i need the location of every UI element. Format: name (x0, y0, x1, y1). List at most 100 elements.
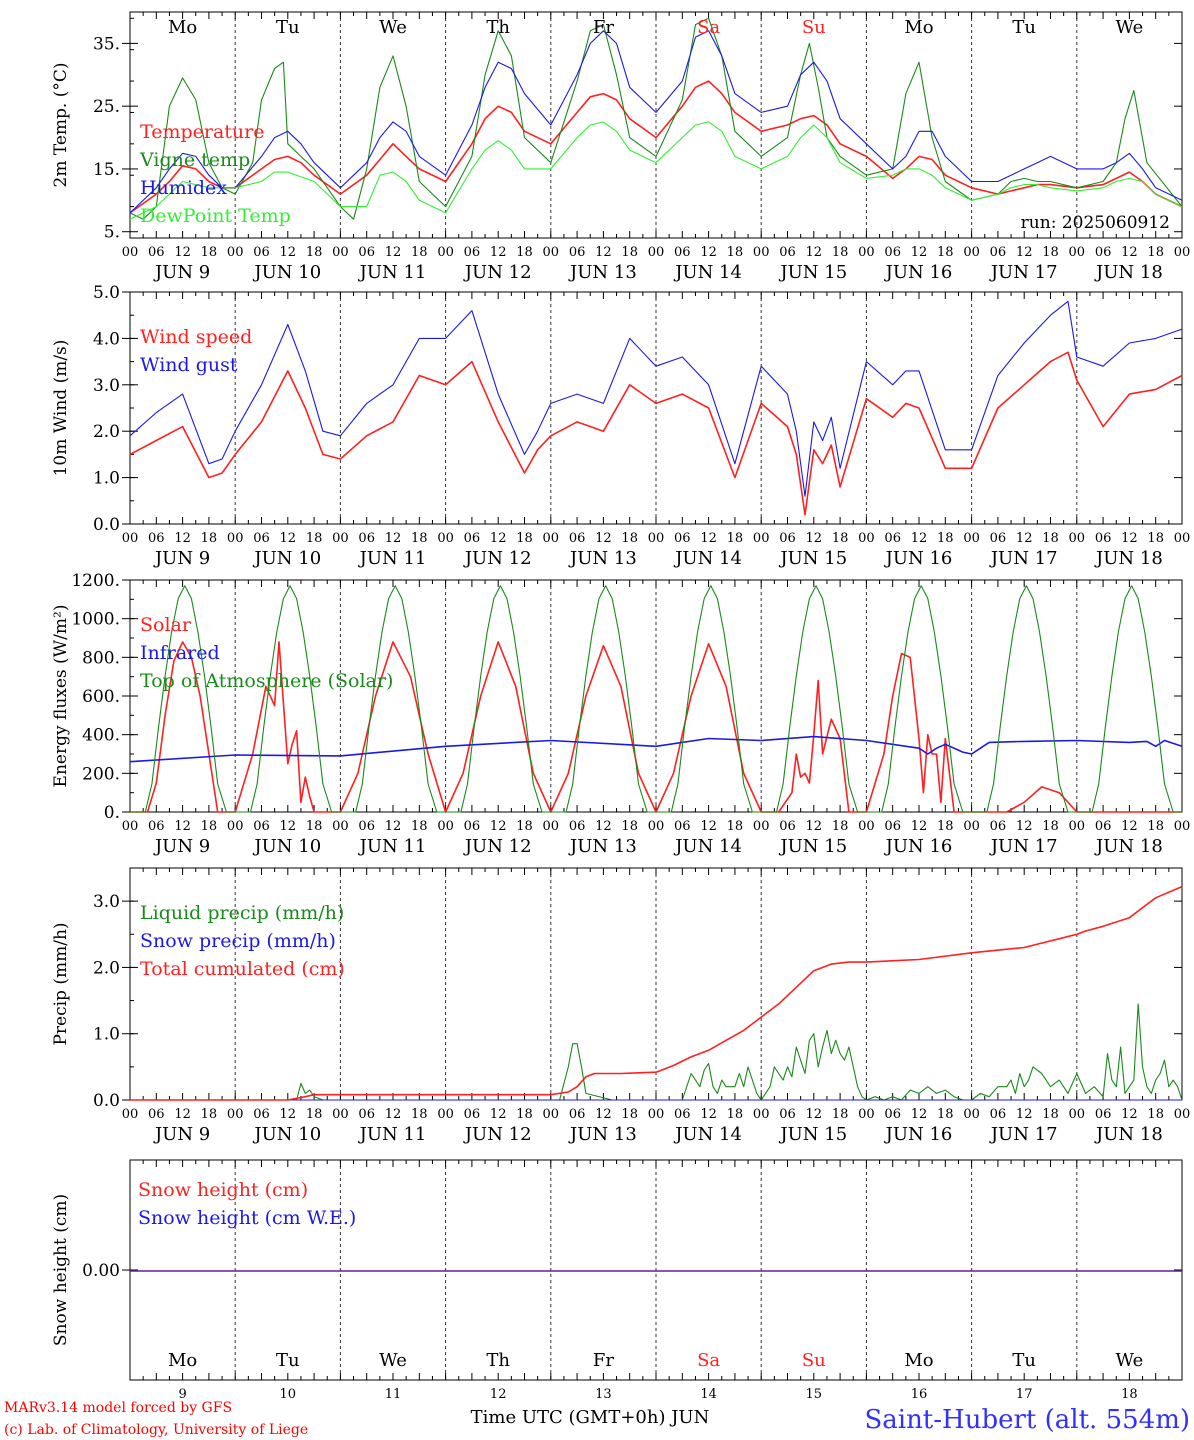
hour-tick-label: 12 (911, 245, 928, 260)
y-tick-label: 3.0 (93, 892, 120, 912)
hour-tick-label: 00 (227, 531, 244, 546)
date-label: JUN 10 (252, 548, 321, 569)
legend-entry: Infrared (140, 642, 220, 664)
date-label: JUN 12 (463, 262, 532, 283)
y-tick-label: 5. (104, 223, 120, 243)
run-annotation: run: 2025060912 (1021, 213, 1170, 233)
hour-tick-label: 18 (727, 819, 744, 834)
date-number: 9 (178, 1387, 186, 1402)
date-label: JUN 13 (568, 548, 637, 569)
panel-temperature: 5. 15. 25. 35. 2m Temp. (°C) Temperature Vigne… (51, 11, 1190, 283)
legend-entry: Temperature (140, 121, 264, 143)
y-tick-label: 0. (104, 803, 120, 823)
date-label: JUN 17 (989, 836, 1058, 857)
series-line-1 (129, 735, 1183, 763)
hour-tick-label: 18 (832, 531, 849, 546)
hour-tick-label: 00 (858, 819, 875, 834)
hour-tick-label: 06 (464, 531, 481, 546)
hour-tick-label: 06 (148, 819, 165, 834)
hour-tick-label: 18 (621, 1107, 638, 1122)
hour-tick-label: 12 (806, 819, 823, 834)
y-tick-label: 0.0 (93, 515, 120, 535)
date-label: JUN 10 (252, 262, 321, 283)
date-number: 14 (700, 1387, 717, 1402)
hour-tick-label: 18 (621, 245, 638, 260)
hour-tick-label: 00 (227, 819, 244, 834)
date-number: 18 (1121, 1387, 1138, 1402)
hour-tick-label: 00 (1069, 1107, 1086, 1122)
day-name: Su (802, 17, 826, 38)
date-label: JUN 13 (568, 836, 637, 857)
day-name: Tu (276, 1350, 300, 1371)
date-label: JUN 11 (358, 1124, 427, 1145)
hour-tick-label: 12 (595, 1107, 612, 1122)
legend-entry: Snow height (cm W.E.) (138, 1207, 356, 1229)
hour-tick-label: 00 (858, 531, 875, 546)
date-label: JUN 13 (568, 1124, 637, 1145)
y-tick-label: 400. (82, 726, 120, 746)
hour-tick-label: 06 (358, 1107, 375, 1122)
hour-tick-label: 00 (332, 531, 349, 546)
date-label: JUN 11 (358, 836, 427, 857)
footer-line2: (c) Lab. of Climatology, University of L… (4, 1422, 308, 1438)
hour-tick-label: 06 (253, 819, 270, 834)
xaxis-title: Time UTC (GMT+0h) JUN (471, 1407, 710, 1428)
series-line-0 (130, 1003, 1183, 1101)
hour-tick-label: 06 (358, 531, 375, 546)
date-label: JUN 17 (989, 548, 1058, 569)
date-label: JUN 16 (884, 262, 953, 283)
hour-tick-label: 06 (569, 245, 586, 260)
hour-tick-label: 12 (174, 819, 191, 834)
y-tick-label: 5.0 (93, 283, 120, 303)
hour-tick-label: 06 (990, 1107, 1007, 1122)
date-number: 12 (490, 1387, 507, 1402)
day-name: Tu (1012, 1350, 1036, 1371)
hour-tick-label: 00 (648, 819, 665, 834)
y-axis-label: Energy fluxes (W/m²) (51, 605, 71, 788)
hour-tick-label: 06 (253, 1107, 270, 1122)
hour-tick-label: 18 (937, 531, 954, 546)
hour-tick-label: 18 (621, 819, 638, 834)
date-label: JUN 14 (673, 262, 742, 283)
hour-tick-label: 12 (490, 531, 507, 546)
date-label: JUN 12 (463, 836, 532, 857)
hour-tick-label: 18 (411, 819, 428, 834)
date-number: 16 (911, 1387, 928, 1402)
date-label: JUN 15 (778, 262, 847, 283)
date-label: JUN 18 (1094, 262, 1163, 283)
hour-tick-label: 12 (174, 531, 191, 546)
hour-tick-label: 06 (148, 1107, 165, 1122)
date-number: 13 (595, 1387, 612, 1402)
hour-tick-label: 00 (122, 1107, 139, 1122)
hour-tick-label: 06 (1095, 531, 1112, 546)
y-tick-label: 15. (93, 160, 120, 180)
hour-tick-label: 06 (464, 1107, 481, 1122)
day-name: Tu (1012, 17, 1036, 38)
series-line-3 (129, 121, 1183, 220)
hour-tick-label: 06 (148, 245, 165, 260)
day-name: Mo (168, 17, 197, 38)
y-tick-label: 1.0 (93, 1025, 120, 1045)
hour-tick-label: 00 (963, 1107, 980, 1122)
hour-tick-label: 06 (990, 245, 1007, 260)
day-name: Tu (276, 17, 300, 38)
hour-tick-label: 12 (1121, 819, 1138, 834)
hour-tick-label: 18 (832, 1107, 849, 1122)
y-tick-label: 800. (82, 648, 120, 668)
date-label: JUN 18 (1094, 1124, 1163, 1145)
hour-tick-label: 18 (201, 1107, 218, 1122)
date-label: JUN 16 (884, 548, 953, 569)
date-label: JUN 18 (1094, 836, 1163, 857)
hour-tick-label: 12 (174, 245, 191, 260)
hour-tick-label: 06 (358, 245, 375, 260)
hour-tick-label: 18 (306, 245, 323, 260)
hour-tick-label: 12 (1121, 245, 1138, 260)
y-tick-label: 600. (82, 687, 120, 707)
hour-tick-label: 18 (411, 245, 428, 260)
y-tick-label: 1.0 (93, 469, 120, 489)
y-axis-label: 2m Temp. (°C) (51, 62, 71, 187)
panel-wind: 0.0 1.0 2.0 3.0 4.0 5.0 10m Wind (m/s) Wind spe… (51, 283, 1190, 569)
hour-tick-label: 06 (779, 1107, 796, 1122)
hour-tick-label: 06 (779, 245, 796, 260)
legend-entry: Solar (140, 614, 192, 636)
